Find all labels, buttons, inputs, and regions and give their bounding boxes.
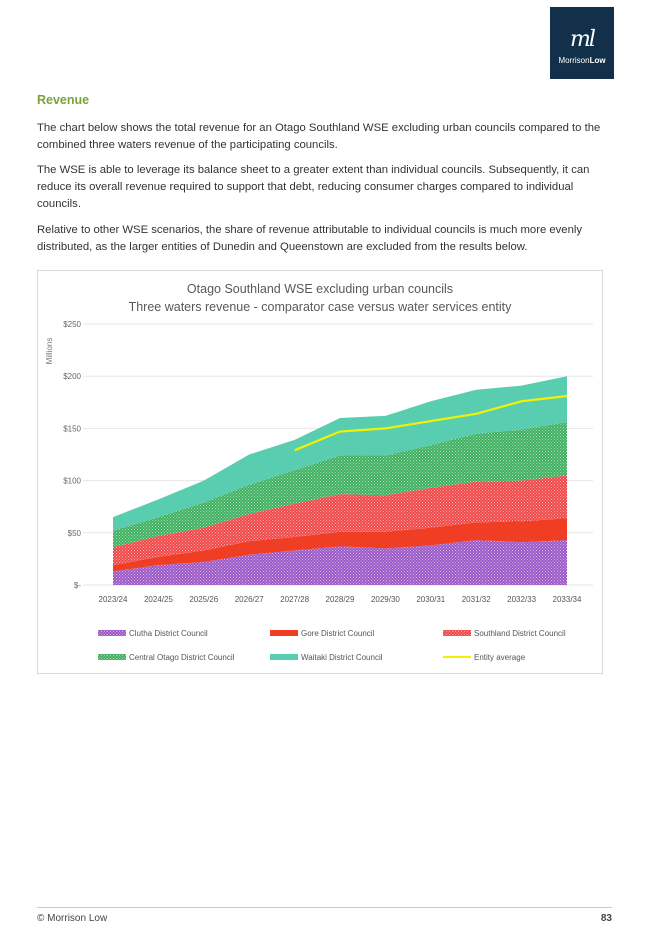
legend-item: Central Otago District Council xyxy=(98,653,235,662)
revenue-chart: Otago Southland WSE excluding urban coun… xyxy=(37,270,603,674)
y-axis-label: Millions xyxy=(45,338,54,365)
legend-label: Southland District Council xyxy=(474,629,566,638)
legend-item: Gore District Council xyxy=(270,629,375,638)
logo-wordmark: MorrisonLow xyxy=(558,56,606,65)
paragraph-1: The chart below shows the total revenue … xyxy=(37,122,601,151)
x-tick-label: 2031/32 xyxy=(462,595,491,604)
chart-plot: Millions $- $50 $100 $150 $200 $250 2023/24 202… xyxy=(45,320,593,662)
paragraph-2: The WSE is able to leverage its balance … xyxy=(37,164,590,210)
x-tick-label: 2030/31 xyxy=(416,595,445,604)
area-clutha-district-council xyxy=(113,540,567,585)
legend-item: Clutha District Council xyxy=(98,629,208,638)
area-southland-district-council xyxy=(113,475,567,566)
area-gore-district-council xyxy=(113,518,567,572)
chart-title: Otago Southland WSE excluding urban coun… xyxy=(186,282,454,296)
x-tick-label: 2032/33 xyxy=(507,595,536,604)
legend-label: Gore District Council xyxy=(301,629,375,638)
x-tick-label: 2027/28 xyxy=(280,595,309,604)
y-tick-label: $50 xyxy=(68,529,82,538)
x-tick-label: 2028/29 xyxy=(326,595,355,604)
x-tick-label: 2029/30 xyxy=(371,595,400,604)
y-tick-label: $- xyxy=(74,581,81,590)
x-tick-label: 2033/34 xyxy=(553,595,582,604)
x-tick-label: 2024/25 xyxy=(144,595,173,604)
legend-item: Entity average xyxy=(443,653,526,662)
section-heading: Revenue xyxy=(37,93,90,107)
legend-swatch xyxy=(270,630,298,636)
y-tick-label: $250 xyxy=(63,320,81,329)
legend-swatch xyxy=(443,630,471,636)
footer-divider xyxy=(37,907,612,908)
legend-swatch xyxy=(270,654,298,660)
legend-label: Waitaki District Council xyxy=(301,653,383,662)
legend-label: Clutha District Council xyxy=(129,629,208,638)
legend-swatch xyxy=(98,630,126,636)
legend-label: Entity average xyxy=(474,653,526,662)
legend-swatch xyxy=(98,654,126,660)
morrisonlow-logo: ml MorrisonLow xyxy=(550,7,614,79)
line-entity-average xyxy=(294,394,568,452)
page-number: 83 xyxy=(600,913,612,924)
y-tick-label: $200 xyxy=(63,372,81,381)
x-tick-label: 2025/26 xyxy=(189,595,218,604)
chart-subtitle: Three waters revenue - comparator case v… xyxy=(128,300,512,314)
y-tick-label: $100 xyxy=(63,477,81,486)
logo-mark: ml xyxy=(570,27,596,52)
x-tick-label: 2023/24 xyxy=(99,595,128,604)
legend-item: Southland District Council xyxy=(443,629,566,638)
x-tick-label: 2026/27 xyxy=(235,595,264,604)
area-central-otago-district-council xyxy=(113,422,567,548)
footer-copyright: © Morrison Low xyxy=(37,913,108,924)
paragraph-3: Relative to other WSE scenarios, the sha… xyxy=(37,224,583,253)
legend-item: Waitaki District Council xyxy=(270,653,383,662)
y-tick-label: $150 xyxy=(63,424,81,433)
legend-label: Central Otago District Council xyxy=(129,653,235,662)
area-waitaki-district-council xyxy=(113,376,567,531)
